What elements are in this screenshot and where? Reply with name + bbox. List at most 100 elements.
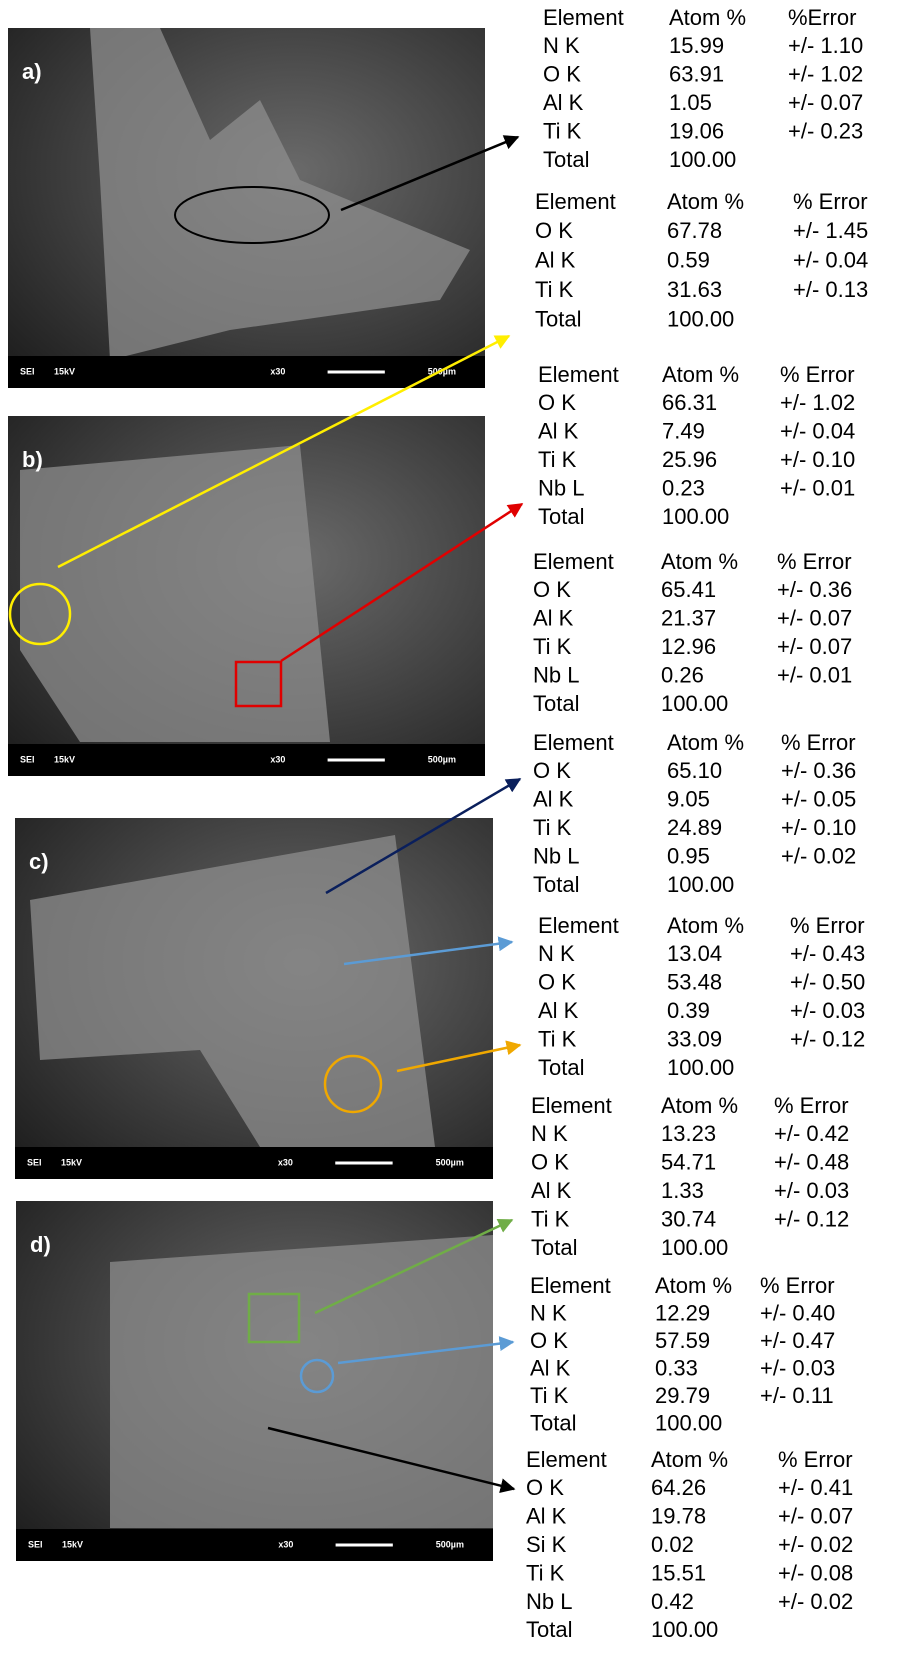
table-cell: 0.95 — [667, 843, 710, 868]
table-cell: +/- 0.10 — [780, 447, 855, 472]
detector: SEI — [20, 366, 35, 376]
table-cell: Ti K — [538, 447, 577, 472]
table-cell: +/- 0.07 — [788, 90, 863, 115]
table-cell: Ti K — [530, 1383, 569, 1408]
table-cell: 0.39 — [667, 998, 710, 1023]
eds-table: ElementAtom %% ErrorO K65.41+/- 0.36Al K… — [533, 549, 852, 716]
detector: SEI — [20, 754, 35, 764]
scale-label: 500µm — [436, 1157, 464, 1167]
table-cell: Al K — [543, 90, 584, 115]
table-cell: Al K — [533, 787, 574, 812]
table-cell: +/- 0.01 — [780, 475, 855, 500]
table-cell: +/- 0.03 — [760, 1355, 835, 1380]
table-cell: Ti K — [535, 277, 574, 302]
table-cell: Ti K — [533, 815, 572, 840]
table-cell: +/- 0.07 — [777, 606, 852, 631]
magnification: x30 — [278, 1157, 293, 1167]
table-cell: Total — [538, 504, 584, 529]
detector: SEI — [27, 1157, 42, 1167]
table-cell: 65.41 — [661, 577, 716, 602]
column-header: Element — [538, 362, 619, 387]
column-header: Element — [531, 1093, 612, 1118]
table-cell: +/- 0.05 — [781, 787, 856, 812]
table-cell: 13.23 — [661, 1121, 716, 1146]
table-cell: 12.96 — [661, 634, 716, 659]
table-cell: Nb L — [533, 843, 579, 868]
table-cell: O K — [535, 218, 573, 243]
table-cell: +/- 1.02 — [780, 390, 855, 415]
table-cell: +/- 0.48 — [774, 1150, 849, 1175]
table-cell: Total — [533, 691, 579, 716]
figure: SEI15kVx30500µma)SEI15kVx30500µmb)SEI15k… — [0, 0, 902, 1673]
table-cell: 7.49 — [662, 419, 705, 444]
column-header: Atom % — [667, 730, 744, 755]
column-header: Atom % — [667, 189, 744, 214]
table-cell: O K — [538, 390, 576, 415]
table-cell: 29.79 — [655, 1383, 710, 1408]
table-cell: +/- 0.07 — [777, 634, 852, 659]
eds-table: ElementAtom %% ErrorO K65.10+/- 0.36Al K… — [533, 730, 856, 897]
table-cell: 66.31 — [662, 390, 717, 415]
table-cell: +/- 0.04 — [793, 248, 868, 273]
table-cell: O K — [533, 758, 571, 783]
detector: SEI — [28, 1539, 43, 1549]
table-cell: 100.00 — [655, 1410, 722, 1435]
table-cell: 0.23 — [662, 475, 705, 500]
table-cell: 9.05 — [667, 787, 710, 812]
table-cell: 25.96 — [662, 447, 717, 472]
voltage: 15kV — [62, 1539, 83, 1549]
column-header: Element — [535, 189, 616, 214]
magnification: x30 — [270, 754, 285, 764]
column-header: Atom % — [669, 5, 746, 30]
table-cell: +/- 0.12 — [774, 1206, 849, 1231]
table-cell: O K — [530, 1328, 568, 1353]
eds-table: ElementAtom %% ErrorO K66.31+/- 1.02Al K… — [538, 362, 855, 529]
table-cell: 53.48 — [667, 970, 722, 995]
table-cell: 0.33 — [655, 1355, 698, 1380]
magnification: x30 — [278, 1539, 293, 1549]
table-cell: +/- 0.08 — [778, 1560, 853, 1585]
column-header: Element — [530, 1273, 611, 1298]
table-cell: 0.26 — [661, 662, 704, 687]
table-cell: 100.00 — [651, 1617, 718, 1642]
table-cell: N K — [530, 1300, 567, 1325]
table-cell: Total — [538, 1055, 584, 1080]
table-cell: 57.59 — [655, 1328, 710, 1353]
info-bar — [16, 1529, 493, 1561]
table-cell: 100.00 — [661, 1235, 728, 1260]
table-cell: 100.00 — [667, 306, 734, 331]
table-cell: 100.00 — [667, 1055, 734, 1080]
column-header: Atom % — [667, 913, 744, 938]
table-cell: Total — [526, 1617, 572, 1642]
table-cell: 100.00 — [669, 147, 736, 172]
table-cell: O K — [526, 1475, 564, 1500]
panel-label: a) — [22, 59, 42, 84]
table-cell: O K — [543, 62, 581, 87]
column-header: Element — [543, 5, 624, 30]
column-header: Element — [533, 549, 614, 574]
column-header: %Error — [788, 5, 856, 30]
table-cell: Total — [531, 1235, 577, 1260]
table-cell: +/- 0.42 — [774, 1121, 849, 1146]
table-cell: 65.10 — [667, 758, 722, 783]
table-cell: 15.51 — [651, 1560, 706, 1585]
column-header: % Error — [781, 730, 856, 755]
scale-label: 500µm — [436, 1539, 464, 1549]
voltage: 15kV — [61, 1157, 82, 1167]
table-cell: 54.71 — [661, 1150, 716, 1175]
column-header: Atom % — [662, 362, 739, 387]
table-cell: Ti K — [526, 1560, 565, 1585]
table-cell: +/- 0.07 — [778, 1504, 853, 1529]
table-cell: +/- 0.03 — [790, 998, 865, 1023]
magnification: x30 — [270, 366, 285, 376]
table-cell: +/- 0.36 — [777, 577, 852, 602]
table-cell: +/- 0.47 — [760, 1328, 835, 1353]
info-bar — [8, 356, 485, 388]
table-cell: Al K — [538, 998, 579, 1023]
table-cell: Total — [530, 1410, 576, 1435]
table-cell: +/- 1.10 — [788, 33, 863, 58]
column-header: Element — [538, 913, 619, 938]
column-header: Atom % — [651, 1447, 728, 1472]
column-header: % Error — [793, 189, 868, 214]
